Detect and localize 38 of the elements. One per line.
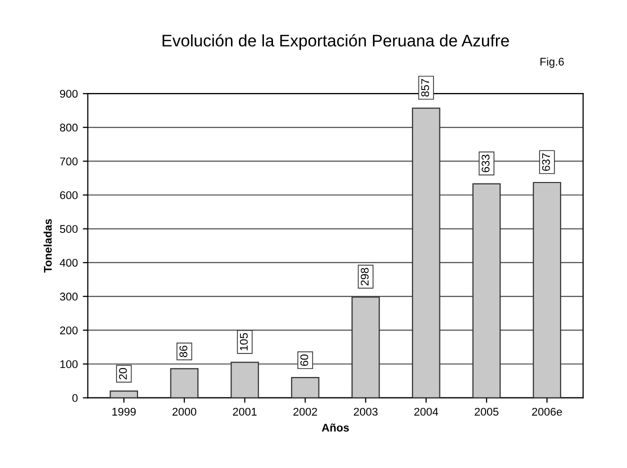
bar: [291, 376, 320, 398]
data-label: 86: [179, 346, 188, 358]
data-label: 105: [240, 333, 248, 350]
y-tick-label: 500: [60, 225, 78, 233]
data-label: 637: [542, 153, 550, 171]
x-tick-label: 2001: [232, 408, 257, 416]
bar: [170, 368, 198, 398]
y-tick-label: 400: [60, 258, 78, 267]
caption: Fig.6: [540, 57, 564, 68]
bar: [352, 296, 380, 398]
y-tick-label: 600: [60, 191, 78, 200]
bar: [532, 182, 562, 398]
y-tick-label: 800: [60, 124, 78, 132]
data-label: 857: [421, 79, 430, 97]
data-label: 20: [119, 368, 127, 380]
x-tick-label: 2006e: [532, 408, 562, 416]
y-tick-label: 700: [60, 157, 78, 166]
x-tick-label: 2004: [414, 408, 438, 416]
y-tick-label: 300: [60, 292, 78, 301]
x-axis-title: Años: [322, 423, 349, 432]
y-tick-label: 100: [60, 360, 78, 368]
x-tick-label: 1999: [112, 408, 136, 416]
x-tick-label: 2005: [474, 408, 498, 416]
chart-title: Evolución de la Exportación Peruana de Azufre: [162, 34, 509, 50]
bar: [230, 362, 259, 398]
data-label: 60: [300, 354, 308, 366]
bar: [472, 183, 501, 398]
y-tick-label: 0: [72, 394, 78, 402]
bar: [110, 390, 138, 398]
y-tick-label: 900: [60, 90, 78, 98]
data-label: 633: [482, 154, 490, 172]
y-axis-title: Toneladas: [44, 219, 52, 273]
data-label: 298: [360, 268, 369, 286]
x-tick-label: 2002: [293, 408, 318, 416]
bar: [412, 108, 440, 398]
y-tick-label: 200: [60, 326, 78, 334]
x-tick-label: 2000: [172, 408, 196, 416]
x-tick-label: 2003: [354, 408, 378, 416]
